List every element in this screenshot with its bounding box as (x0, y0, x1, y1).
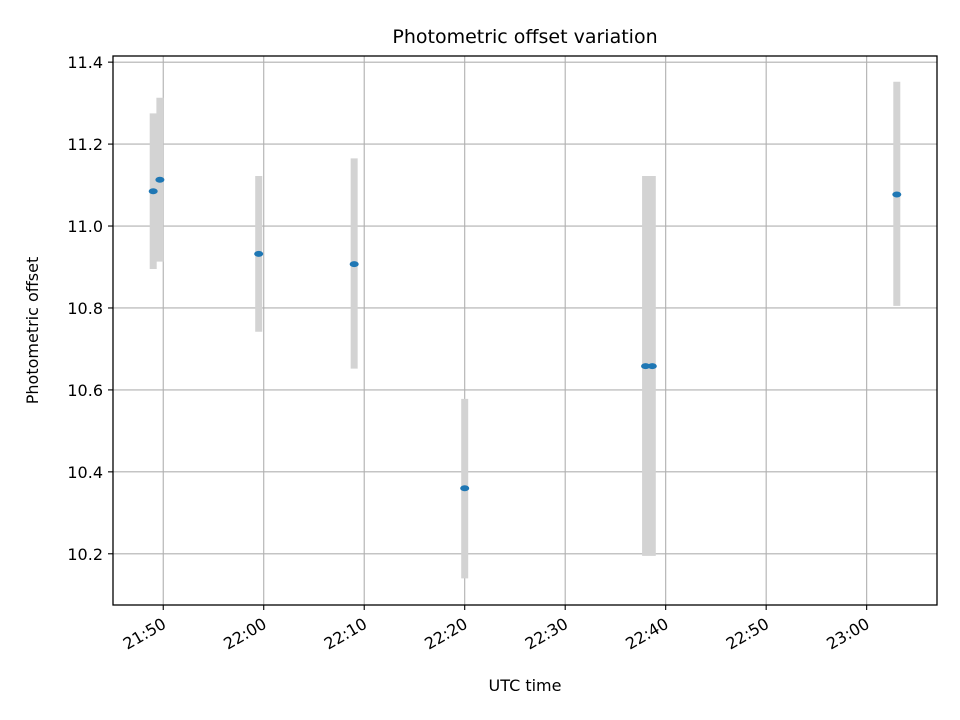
data-point (254, 250, 264, 257)
x-axis-label: UTC time (489, 676, 562, 695)
data-point (148, 188, 158, 195)
y-tick-label: 11.4 (67, 53, 103, 72)
data-points (148, 176, 902, 492)
y-axis-label: Photometric offset (23, 257, 42, 405)
grid-lines (113, 56, 937, 605)
y-tick-label: 10.2 (67, 545, 103, 564)
data-point (349, 261, 359, 268)
plot-area (113, 56, 937, 605)
plot-frame (112, 55, 938, 606)
y-tick-label: 11.0 (67, 217, 103, 236)
y-tick-label: 10.4 (67, 463, 103, 482)
y-axis-ticks: 10.2 10.4 10.6 10.8 11.0 11.2 11.4 (67, 53, 113, 564)
data-point (460, 485, 470, 492)
data-point (892, 191, 902, 198)
data-point (155, 176, 165, 183)
data-point (641, 363, 651, 370)
y-tick-label: 10.8 (67, 299, 103, 318)
y-tick-label: 11.2 (67, 135, 103, 154)
chart-title: Photometric offset variation (392, 26, 657, 48)
y-tick-label: 10.6 (67, 381, 103, 400)
data-point (647, 363, 657, 370)
